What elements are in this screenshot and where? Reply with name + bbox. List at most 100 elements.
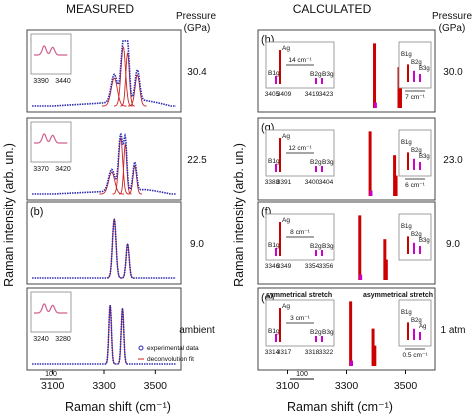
calculated-scale-label: 100 [296, 371, 308, 378]
calculated-panel-frame [257, 29, 436, 113]
ylabel-left: Raman intensity (arb. un.) [2, 143, 16, 287]
measured-pressure-value: ambient [179, 325, 215, 336]
measured-inset-frame [30, 291, 72, 333]
inset-b3g-label: B3g [322, 329, 334, 336]
measured-pressure-value: 9.0 [190, 239, 204, 250]
measured-pressure-unit: (GPa) [184, 23, 211, 34]
measured-x-tick-label: 3500 [144, 380, 168, 392]
zoom-label: B2g [411, 60, 422, 66]
inset-b1g-label: B1g [268, 242, 280, 249]
zoom-label: B1g [401, 140, 412, 146]
measured-inset-tick: 3420 [55, 166, 71, 173]
inset-ag-label: Ag [282, 45, 290, 52]
measured-fit-component [107, 217, 122, 279]
inset-tick-label: 3423 [319, 91, 334, 98]
inset-tick-label: 3318 [305, 349, 320, 356]
inset-tick-label: 3391 [277, 179, 292, 186]
zoom-scale-label: 7 cm⁻¹ [405, 94, 426, 101]
inset-tick-label: 3388 [265, 179, 280, 186]
measured-inset-frame [30, 33, 72, 75]
measured-inset-curve [34, 133, 68, 144]
inset-b3g-label: B3g [322, 71, 334, 78]
measured-inset-tick: 3440 [55, 78, 71, 85]
xlabel-left: Raman shift (cm⁻¹) [65, 400, 171, 414]
zoom-label: B3g [419, 238, 430, 244]
asymmetrical-stretch-label: asymmetrical stretch [363, 292, 433, 299]
calculated-pressure-value: 30.0 [443, 67, 463, 78]
calculated-zoom-frame [398, 41, 432, 89]
ylabel-right: Raman intensity (arb. un.) [232, 143, 246, 287]
inset-b2g-label: B2g [310, 71, 322, 78]
measured-pressure-value: 30.4 [187, 67, 207, 78]
inset-scale-label: 12 cm⁻¹ [288, 145, 312, 152]
calculated-panel-frame [257, 117, 436, 201]
inset-b1g-label: B1g [268, 70, 280, 77]
calculated-pressure-header: Pressure [432, 11, 472, 22]
inset-scale-label: 8 cm⁻¹ [290, 229, 311, 236]
measured-pressure-header: Pressure [176, 11, 216, 22]
inset-tick-label: 3409 [277, 91, 292, 98]
inset-tick-label: 3349 [277, 263, 292, 270]
measured-panel-letter: (b) [30, 206, 43, 218]
inset-tick-label: 3322 [319, 349, 334, 356]
calculated-pressure-value: 23.0 [443, 155, 463, 166]
calculated-panel-letter: (f) [261, 206, 271, 218]
measured-scale-label: 100 [45, 371, 57, 378]
calculated-pressure-value: 1 atm [440, 325, 465, 336]
zoom-label: Ag [419, 324, 426, 330]
measured-fit-component [99, 171, 124, 195]
inset-ag-label: Ag [282, 303, 290, 310]
measured-inset-frame [30, 121, 72, 163]
measured-x-tick-label: 3100 [41, 380, 65, 392]
measured-panels: (d)30.433903440(c)22.533703420(b)9.0(a)a… [26, 29, 215, 392]
inset-tick-label: 3419 [305, 91, 320, 98]
measured-fit-component [112, 137, 129, 195]
calculated-x-tick-label: 3300 [335, 380, 359, 392]
measured-x-tick-label: 3300 [92, 380, 116, 392]
calculated-panel-frame [257, 201, 436, 285]
measured-fit-component [119, 143, 132, 195]
inset-b1g-label: B1g [268, 328, 280, 335]
measured-fit-component [127, 165, 142, 195]
inset-ag-label: Ag [282, 133, 290, 140]
inset-b2g-label: B2g [310, 243, 322, 250]
measured-fit-component [121, 242, 134, 279]
measured-fit-component [128, 74, 147, 107]
inset-b1g-label: B1g [268, 158, 280, 165]
inset-tick-label: 3354 [305, 263, 320, 270]
measured-fit-component [105, 304, 116, 365]
measured-inset-curve [34, 45, 68, 56]
measured-panel-frame [26, 29, 182, 113]
zoom-label: B1g [401, 52, 412, 58]
zoom-label: B3g [419, 66, 430, 72]
inset-scale-label: 14 cm⁻¹ [288, 57, 312, 64]
symmetrical-stretch-label: symmetrical stretch [266, 292, 332, 299]
zoom-label: B1g [401, 224, 412, 230]
zoom-label: B1g [401, 310, 412, 316]
zoom-scale-label: 6 cm⁻¹ [405, 182, 426, 189]
measured-fit-component [120, 52, 135, 107]
inset-scale-label: 3 cm⁻¹ [290, 315, 311, 322]
measured-title: MEASURED [66, 2, 134, 16]
inset-tick-label: 3356 [319, 263, 334, 270]
inset-tick-label: 3314 [265, 349, 280, 356]
inset-tick-label: 3317 [277, 349, 292, 356]
measured-inset-tick: 3390 [33, 78, 49, 85]
zoom-scale-label: 0.5 cm⁻¹ [402, 352, 428, 359]
measured-data-curve [32, 40, 176, 107]
measured-data-curve [32, 304, 176, 365]
zoom-label: B2g [411, 318, 422, 324]
calculated-x-tick-label: 3100 [276, 380, 300, 392]
measured-inset-tick: 3240 [33, 336, 49, 343]
inset-b2g-label: B2g [310, 159, 322, 166]
inset-tick-label: 3404 [319, 179, 334, 186]
legend-data-label: experimental data [147, 345, 199, 352]
legend-fit-label: deconvolution fit [147, 356, 194, 363]
calculated-pressure-unit: (GPa) [439, 23, 466, 34]
measured-inset-curve [34, 303, 68, 314]
calculated-pressure-value: 9.0 [446, 239, 460, 250]
zoom-label: B2g [411, 232, 422, 238]
inset-b2g-label: B2g [310, 329, 322, 336]
